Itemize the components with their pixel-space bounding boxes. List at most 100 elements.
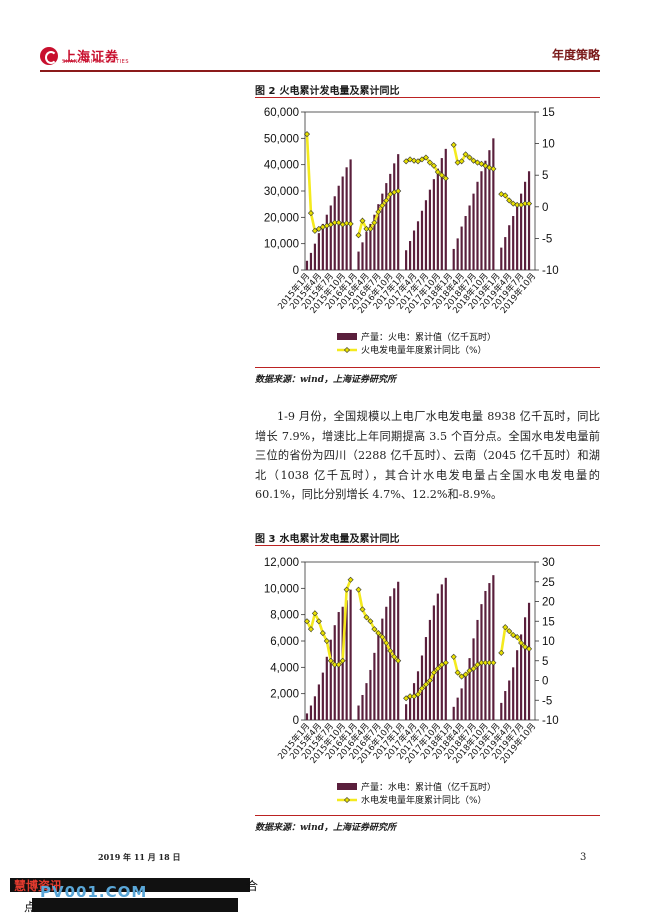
legend-line-marker (343, 796, 351, 804)
bar (508, 680, 511, 720)
left-axis-label: 10,000 (264, 239, 299, 251)
series-point (518, 639, 525, 646)
figure-3-caption: 水电累计发电量及累计同比 (279, 534, 400, 545)
bar (500, 247, 503, 270)
series-point (434, 665, 441, 672)
series-point (418, 156, 426, 163)
bar (313, 243, 317, 270)
series-point (462, 151, 469, 158)
series-point (367, 618, 374, 625)
bar (488, 150, 491, 270)
figure-2-number: 图 2 (255, 86, 276, 97)
series-point (387, 647, 394, 654)
bar (424, 637, 428, 720)
series-point (502, 192, 509, 199)
bar (412, 230, 416, 270)
bar (476, 181, 479, 270)
bar (520, 634, 523, 720)
series-point (375, 630, 382, 637)
bar (428, 189, 432, 270)
bar (369, 223, 372, 270)
figure-2-bottom-rule (255, 367, 600, 368)
series-point (522, 200, 529, 207)
bar (373, 652, 376, 720)
series-point (339, 657, 346, 664)
right-axis-label: 30 (542, 557, 555, 569)
legend-line-label: 水电发电量年度累计同比（%） (361, 794, 487, 806)
series-point (363, 225, 370, 232)
bar (527, 171, 531, 270)
bar (305, 713, 309, 720)
series-point (526, 200, 533, 207)
bar (464, 216, 467, 270)
bar (365, 683, 368, 720)
bar (385, 606, 388, 720)
bar (361, 694, 364, 720)
series-point (315, 618, 322, 625)
bar (476, 619, 479, 720)
left-axis-label: 60,000 (264, 107, 299, 119)
brand-name: 上海证券 (63, 50, 120, 65)
left-axis-label: 10,000 (264, 583, 299, 595)
series-point (438, 661, 445, 668)
series-point (442, 175, 449, 182)
bar (361, 242, 364, 270)
figure-3-svg: 0 2,000 4,000 6,000 8,000 10,000 12,000 -10 -5 0 5… (264, 557, 559, 806)
bar (444, 148, 447, 270)
bar (317, 684, 320, 720)
bar (393, 163, 396, 270)
series-point (319, 630, 326, 637)
figure-3-bottom-rule (255, 815, 600, 816)
bar (345, 167, 348, 270)
series-point (498, 649, 505, 656)
bar (464, 676, 467, 720)
series-point (462, 671, 469, 678)
bar (523, 181, 527, 270)
figure-2-top-rule (255, 97, 600, 98)
bar (377, 634, 380, 720)
header-divider (40, 70, 600, 72)
right-axis-label: 5 (542, 170, 548, 182)
bar (329, 639, 332, 720)
series-point (395, 187, 402, 195)
series-point (315, 225, 322, 232)
bar (523, 617, 527, 720)
series-point (379, 634, 386, 641)
bar (373, 214, 376, 270)
right-axis-label: 10 (542, 139, 555, 151)
bar (313, 696, 317, 720)
series-point (403, 158, 410, 165)
right-axis-label: 10 (542, 636, 555, 648)
bar (385, 183, 388, 270)
left-axis-label: 0 (293, 265, 299, 277)
series-point (347, 220, 354, 227)
series-point (454, 669, 461, 676)
series-point (442, 659, 449, 666)
watermark-bar (10, 878, 250, 892)
bar (381, 193, 384, 270)
figure-3-title: 图 3 水电累计发电量及累计同比 (255, 530, 399, 545)
series-point (383, 197, 390, 204)
bar (444, 577, 447, 720)
document-type: 年度策略 (551, 48, 600, 62)
bar (484, 590, 487, 720)
left-axis-label: 6,000 (270, 636, 299, 648)
series-point (502, 624, 509, 631)
series-point (490, 659, 497, 666)
bar (369, 669, 372, 720)
bar (516, 205, 519, 270)
right-axis-label: -10 (542, 265, 559, 277)
bar (357, 705, 360, 720)
series-point (458, 158, 465, 165)
bar (527, 602, 531, 720)
left-axis-label: 4,000 (270, 662, 299, 674)
series-point (430, 162, 437, 169)
series-point (335, 661, 342, 668)
brand-name-en: SHANGHAI SECURITIES (62, 59, 130, 65)
series-point (303, 131, 311, 138)
bar (321, 672, 324, 720)
bar (480, 171, 483, 270)
series-point (478, 659, 485, 666)
bar (416, 221, 420, 270)
bar (484, 160, 487, 270)
